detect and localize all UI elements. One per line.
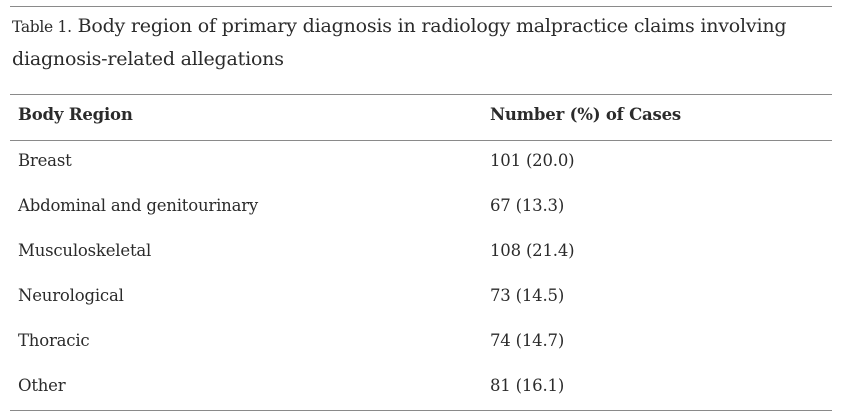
header-top-rule <box>10 94 832 95</box>
table-caption: Table 1. Body region of primary diagnosi… <box>12 10 812 75</box>
row-label-neurological: Neurological <box>18 286 124 305</box>
row-value-abdominal-genitourinary: 67 (13.3) <box>490 196 565 215</box>
header-bottom-rule <box>10 140 832 141</box>
row-value-musculoskeletal: 108 (21.4) <box>490 241 575 260</box>
row-label-thoracic: Thoracic <box>18 331 90 350</box>
row-label-musculoskeletal: Musculoskeletal <box>18 241 152 260</box>
row-value-thoracic: 74 (14.7) <box>490 331 565 350</box>
column-header-body-region: Body Region <box>18 105 133 124</box>
row-value-other: 81 (16.1) <box>490 376 565 395</box>
table-bottom-rule <box>10 410 832 411</box>
row-label-other: Other <box>18 376 66 395</box>
table-caption-label: Table 1. <box>12 18 72 36</box>
caption-top-rule <box>10 6 832 7</box>
row-label-abdominal-genitourinary: Abdominal and genitourinary <box>18 196 259 215</box>
row-label-breast: Breast <box>18 151 72 170</box>
table-caption-text: Body region of primary diagnosis in radi… <box>12 15 787 70</box>
row-value-breast: 101 (20.0) <box>490 151 575 170</box>
column-header-number-of-cases: Number (%) of Cases <box>490 105 681 124</box>
row-value-neurological: 73 (14.5) <box>490 286 565 305</box>
